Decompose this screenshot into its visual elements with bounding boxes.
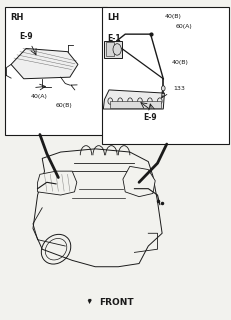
Text: E-9: E-9 (143, 113, 157, 122)
Circle shape (137, 98, 142, 104)
Text: 60(A): 60(A) (175, 24, 192, 29)
Circle shape (147, 98, 152, 104)
Circle shape (117, 98, 122, 104)
Text: RH: RH (10, 13, 23, 22)
Circle shape (127, 98, 132, 104)
Text: 40(A): 40(A) (30, 94, 47, 99)
Text: E-9: E-9 (19, 32, 33, 41)
Text: 60(B): 60(B) (56, 103, 73, 108)
Circle shape (157, 98, 161, 104)
Polygon shape (37, 171, 76, 195)
Circle shape (107, 98, 112, 104)
Bar (105, 42, 113, 56)
Text: E-1: E-1 (106, 34, 120, 43)
Circle shape (161, 86, 164, 91)
Bar (5, 7, 106, 134)
Text: 40(B): 40(B) (164, 14, 180, 19)
Polygon shape (122, 166, 155, 197)
Polygon shape (103, 90, 164, 109)
Text: 133: 133 (173, 86, 185, 91)
Bar (102, 7, 228, 144)
Text: LH: LH (106, 13, 119, 22)
Text: FRONT: FRONT (98, 298, 133, 307)
Polygon shape (33, 149, 161, 267)
Bar (110, 101, 160, 108)
Polygon shape (87, 299, 91, 304)
Bar (104, 41, 121, 58)
Text: 40(B): 40(B) (171, 60, 187, 65)
Circle shape (112, 44, 121, 55)
Polygon shape (11, 49, 78, 79)
